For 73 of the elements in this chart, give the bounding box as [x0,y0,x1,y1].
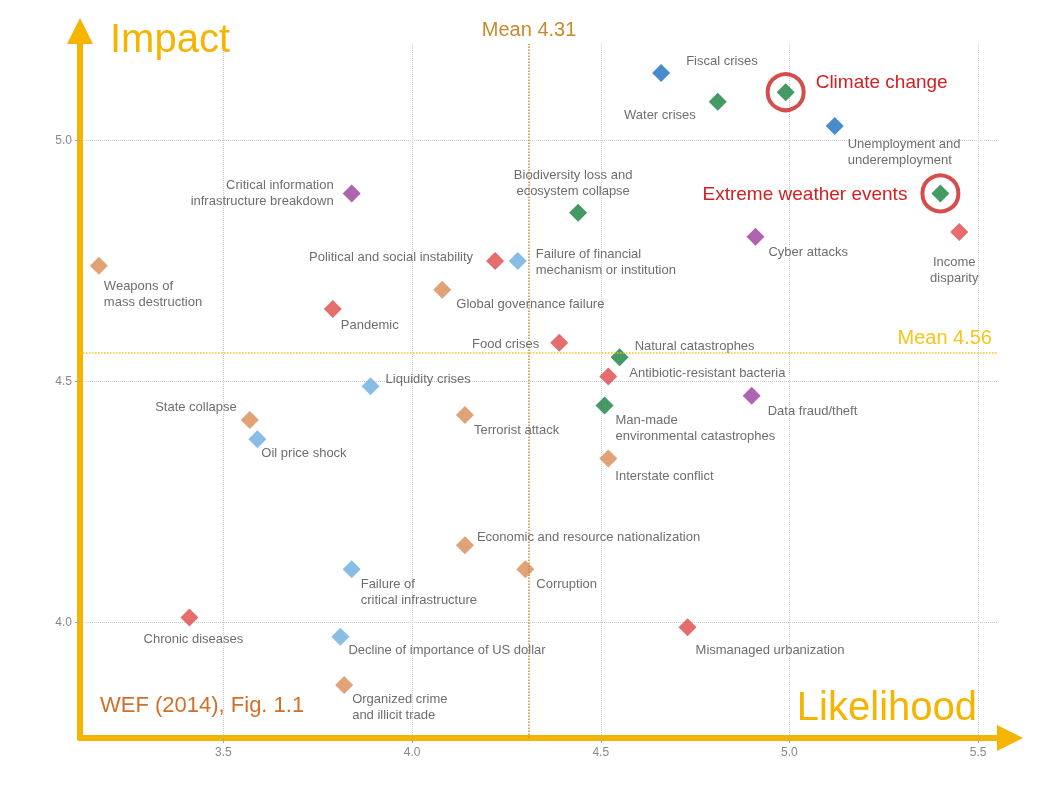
annotation: Global governance failure [456,296,605,312]
annotation: Climate change [815,70,948,92]
annotation: Food crises [472,336,540,352]
point [240,410,259,429]
point [569,203,588,222]
point [342,184,361,203]
x-axis-title: Likelihood [796,684,977,728]
annotation: Water crises [624,107,697,123]
point [248,430,267,449]
point [323,300,342,319]
annotation: Corruption [536,575,597,591]
point [742,386,761,405]
annotation: Liquidity crises [385,370,472,386]
annotation: Pandemic [340,316,400,332]
annotation: Political and social instability [309,249,474,265]
point [610,348,629,367]
annotation: Unemployment and underemployment [847,136,961,168]
annotation: Terrorist attack [473,421,560,437]
annotation: Fiscal crises [686,53,759,69]
annotation: Natural catastrophes [634,337,756,353]
point [708,92,727,111]
point [599,449,618,468]
annotation: Cyber attacks [768,244,849,260]
annotation: Critical information infrastructure breakdown [190,176,334,208]
point [516,560,535,579]
point [550,333,569,352]
point [599,367,618,386]
point [765,72,806,113]
x-tick-label: 4.5 [592,745,610,759]
point [652,63,671,82]
annotation: Organized crime and illicit trade [352,691,448,723]
annotation: Income disparity [930,254,979,286]
annotation: Chronic diseases [143,631,244,647]
annotation: Extreme weather events [702,182,908,204]
annotation: Decline of importance of US dollar [348,642,547,658]
point [920,173,961,214]
y-tick-label: 4.5 [55,374,73,389]
annotation: Oil price shock [261,444,348,460]
ref-line-label: Mean 4.31 [481,18,577,40]
annotation: Biodiversity loss and ecosystem collapse [513,167,633,199]
y-tick-label: 4.0 [55,615,73,630]
point [455,536,474,555]
annotation: Interstate conflict [615,467,714,483]
x-tick-label: 4.0 [403,745,421,759]
point [433,280,452,299]
point [825,116,844,135]
annotation: Failure of critical infrastructure [360,575,478,607]
point [508,251,527,270]
y-axis-title: Impact [110,16,231,60]
x-tick-label: 5.0 [781,745,799,759]
point [595,396,614,415]
ref-line-label: Mean 4.56 [897,326,992,349]
point [678,618,697,637]
point [746,227,765,246]
point [455,406,474,425]
annotation: Weapons of mass destruction [103,278,203,310]
annotation: State collapse [155,399,237,415]
point [331,627,350,646]
point [180,608,199,627]
y-tick-label: 5.0 [55,133,73,148]
annotation: Failure of financial mechanism or institution [535,246,676,278]
x-tick-label: 3.5 [215,745,233,759]
point [342,560,361,579]
annotation: Antibiotic-resistant bacteria [629,365,787,381]
annotation: Mismanaged urbanization [695,641,845,657]
point [361,377,380,396]
x-tick-label: 5.5 [969,745,987,759]
annotation: Economic and resource nationalization [476,528,701,544]
point [950,222,969,241]
point [486,251,505,270]
point [335,675,354,694]
point [89,256,108,275]
annotation: WEF (2014), Fig. 1.1 [100,691,305,717]
